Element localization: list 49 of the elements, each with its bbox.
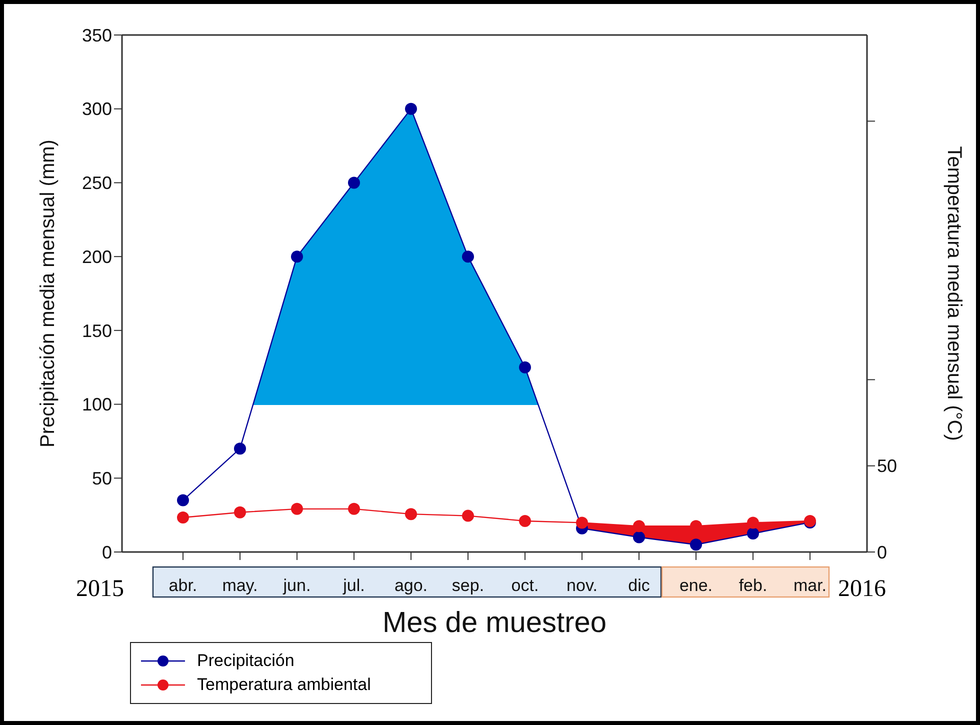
y-axis-title: Precipitación media mensual (mm) <box>37 140 60 448</box>
point <box>632 520 645 532</box>
y-tick-label: 200 <box>82 246 112 267</box>
point <box>462 250 474 263</box>
point <box>290 250 303 263</box>
x-tick-label: oct. <box>511 576 539 595</box>
point <box>176 494 189 506</box>
point <box>348 176 360 189</box>
x-axis-title: Mes de muestreo <box>382 607 607 639</box>
x-tick-label: jul. <box>342 576 365 595</box>
y2-tick-label: 50 <box>877 456 898 476</box>
legend-label: Precipitación <box>197 651 294 671</box>
x-tick-label: ene. <box>679 576 713 595</box>
y2-axis-title: Temperatura media mensual (°C) <box>942 146 965 441</box>
y-tick-label: 0 <box>102 542 112 562</box>
y2-tick-label: 0 <box>877 542 888 562</box>
text: 2016 <box>838 576 886 602</box>
y-tick-label: 150 <box>82 320 112 341</box>
point <box>462 510 474 522</box>
x-tick-label: ago. <box>394 576 428 595</box>
x-tick-label: feb. <box>738 576 768 595</box>
point <box>176 512 189 524</box>
point <box>518 361 531 374</box>
x-tick-label: jun. <box>282 576 311 595</box>
point <box>747 516 759 529</box>
point <box>518 514 531 527</box>
point <box>290 502 303 515</box>
y-tick-label: 350 <box>82 25 112 46</box>
point <box>747 528 759 540</box>
x-tick-label: nov. <box>566 576 598 595</box>
point <box>234 442 246 455</box>
x-tick-label: may. <box>222 576 258 595</box>
x-tick-label: mar. <box>793 576 827 595</box>
y-tick-label: 300 <box>82 99 112 120</box>
point <box>404 508 417 520</box>
x-tick-label: abr. <box>168 576 198 595</box>
point <box>632 531 645 544</box>
x-tick-label: dic <box>628 576 650 595</box>
point <box>576 516 588 529</box>
legend-label: Temperatura ambiental <box>197 675 371 695</box>
x-tick-label: sep. <box>452 576 484 595</box>
point <box>690 538 702 551</box>
y-tick-label: 50 <box>92 468 112 489</box>
point <box>234 506 246 518</box>
text: 2015 <box>76 576 124 602</box>
y-tick-label: 100 <box>82 394 112 415</box>
y-tick-label: 250 <box>82 173 112 194</box>
point <box>348 502 360 515</box>
point <box>404 102 417 115</box>
